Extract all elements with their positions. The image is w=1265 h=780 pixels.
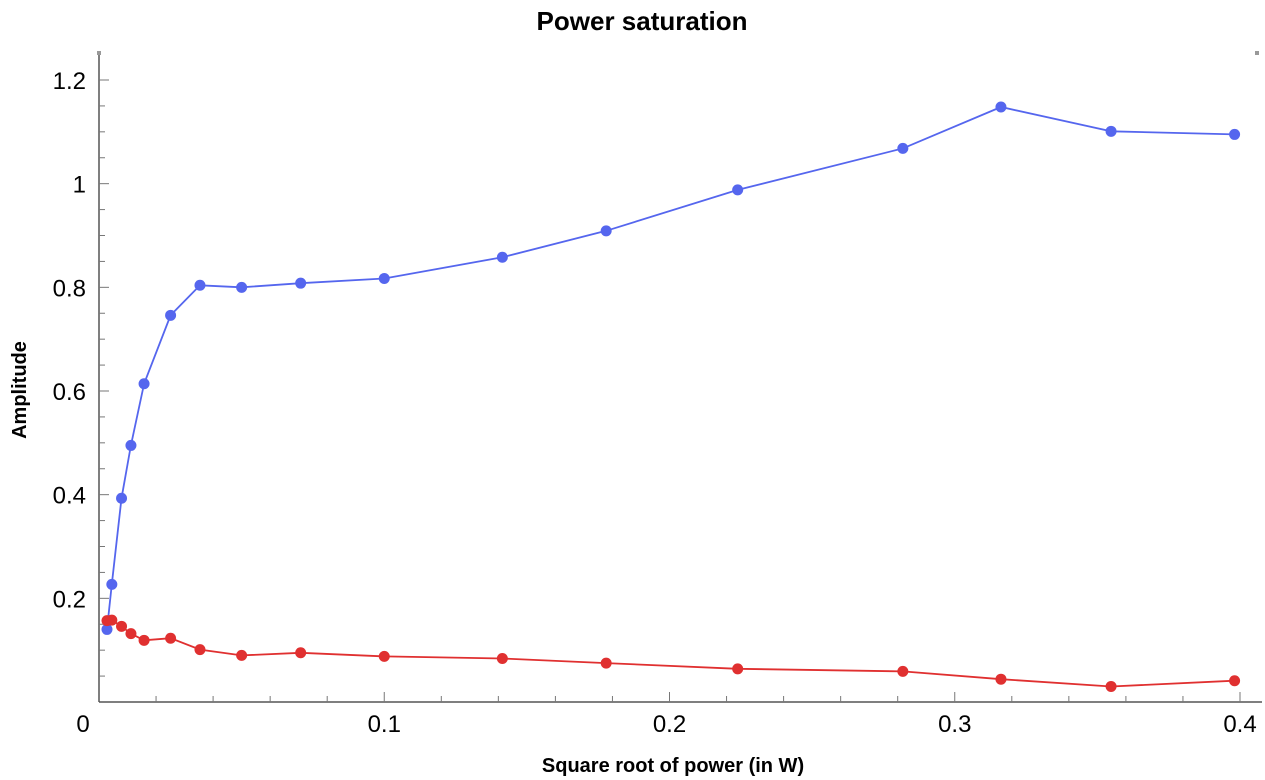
- series-1-point: [1105, 125, 1117, 137]
- series-1-point: [165, 309, 177, 321]
- series-2-point: [125, 628, 137, 640]
- y-tick-label: 0.6: [53, 379, 86, 406]
- series-1-point: [236, 281, 248, 293]
- series-1-point: [995, 101, 1007, 113]
- y-tick-label: 0.8: [53, 275, 86, 302]
- series-2-point: [1105, 680, 1117, 692]
- x-tick-label: 0: [76, 711, 89, 738]
- series-1-point: [1229, 128, 1241, 140]
- series-1-point: [138, 378, 150, 390]
- series-1-point: [295, 277, 307, 289]
- y-axis-label: Amplitude: [9, 341, 31, 439]
- series-1-point: [116, 492, 128, 504]
- y-tick-label: 1.2: [53, 68, 86, 95]
- series-2-point: [194, 644, 206, 656]
- series-1-point: [194, 279, 206, 291]
- series-2-point: [897, 665, 909, 677]
- series-2-point: [138, 634, 150, 646]
- series-2-point: [1229, 675, 1241, 687]
- x-tick-label: 0.3: [938, 711, 971, 738]
- series-2-point: [106, 614, 118, 626]
- series-1-point: [496, 251, 508, 263]
- y-tick-label: 0.4: [53, 483, 86, 510]
- series-2-point: [732, 663, 744, 675]
- series-1-point: [101, 623, 113, 635]
- series-2-point: [600, 657, 612, 669]
- series-1-point: [732, 184, 744, 196]
- series-1-point: [378, 273, 390, 285]
- series-2-point: [995, 673, 1007, 685]
- series-2-point: [165, 632, 177, 644]
- series-2-point: [378, 650, 390, 662]
- y-tick-label: 1: [73, 172, 86, 199]
- top-right-corner-mark: [1255, 51, 1259, 55]
- series-1-point: [897, 142, 909, 154]
- x-tick-label: 0.4: [1223, 711, 1256, 738]
- chart-title: Power saturation: [537, 6, 748, 36]
- series-1-line: [106, 106, 1235, 630]
- top-left-corner-mark: [97, 51, 101, 55]
- series-layer: [101, 101, 1241, 692]
- series-2-line: [106, 619, 1235, 688]
- series-2-point: [116, 620, 128, 632]
- x-axis-label: Square root of power (in W): [542, 755, 804, 777]
- series-1: [101, 101, 1241, 635]
- x-tick-label: 0.2: [653, 711, 686, 738]
- series-1-point: [125, 439, 137, 451]
- y-axis-ticks: 0.2 0.4 0.6 0.8 1 1.2: [53, 68, 109, 677]
- x-axis-ticks: 0 0.1 0.2 0.3 0.4: [76, 692, 1257, 738]
- series-1-point: [106, 578, 118, 590]
- series-2: [101, 614, 1241, 692]
- x-tick-label: 0.1: [368, 711, 401, 738]
- series-2-point: [236, 649, 248, 661]
- series-1-point: [600, 225, 612, 237]
- series-2-point: [295, 647, 307, 659]
- series-2-point: [496, 652, 508, 664]
- axes: [98, 52, 1262, 703]
- y-tick-label: 0.2: [53, 586, 86, 613]
